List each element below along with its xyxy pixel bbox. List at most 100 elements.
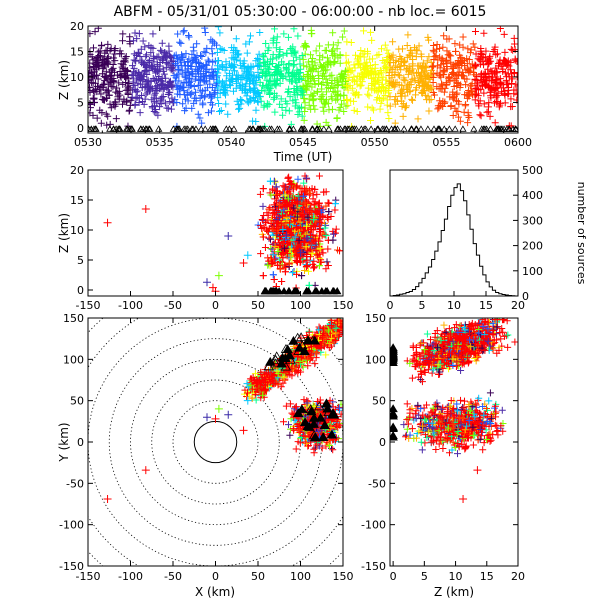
time-height-point: [491, 119, 499, 127]
time-height-point: [454, 64, 462, 72]
time-height-xtick-label: 0550: [361, 136, 389, 149]
time-height-point: [368, 36, 376, 44]
time-height-point: [289, 72, 297, 80]
time-height-ground-marker: [208, 125, 217, 132]
time-height-point: [496, 80, 504, 88]
time-height-point: [203, 84, 211, 92]
time-height-point: [218, 46, 226, 54]
time-height-point: [221, 66, 229, 74]
x-z-point: [301, 235, 309, 243]
time-height-point: [336, 59, 344, 67]
time-height-point: [440, 66, 448, 74]
time-height-point: [409, 62, 417, 70]
time-height-point: [459, 43, 467, 51]
time-height-point: [480, 29, 488, 37]
x-z-point: [321, 224, 329, 232]
x-y-point: [270, 379, 278, 387]
time-height-point: [311, 81, 319, 89]
time-height-point: [404, 88, 412, 96]
time-height-point: [301, 77, 309, 85]
x-y-point: [268, 375, 276, 383]
x-z-point: [281, 191, 289, 199]
time-height-point: [109, 77, 117, 85]
time-height-point: [126, 33, 134, 41]
time-height-point: [384, 109, 392, 117]
time-height-point: [491, 86, 499, 94]
time-height-point: [192, 88, 200, 96]
x-z-point: [269, 185, 277, 193]
time-height-point: [429, 62, 437, 70]
time-height-point: [94, 82, 102, 90]
time-height-point: [374, 88, 382, 96]
x-z-ground-marker: [312, 287, 321, 295]
time-height-point: [162, 53, 170, 61]
time-height-point: [149, 30, 157, 38]
time-height-ground-marker: [259, 125, 267, 132]
time-height-point: [396, 52, 404, 60]
time-height-point: [167, 105, 175, 113]
time-height-point: [90, 95, 98, 103]
time-height-point: [343, 95, 351, 103]
x-y-point: [252, 396, 260, 404]
time-height-point: [131, 57, 139, 65]
time-height-point: [483, 108, 491, 116]
time-height-ground-marker: [367, 125, 375, 132]
time-height-point: [431, 53, 439, 61]
time-height-point: [321, 100, 329, 108]
x-y-point: [346, 319, 353, 326]
time-height-point: [119, 100, 127, 108]
time-height-ground-marker: [470, 125, 478, 132]
x-z-point: [329, 236, 337, 244]
time-height-point: [395, 57, 403, 65]
time-height-point: [307, 75, 315, 83]
x-y-point: [245, 392, 253, 400]
time-height-point: [91, 72, 99, 80]
x-z-point: [276, 265, 284, 273]
time-height-point: [287, 44, 295, 52]
time-height-point: [371, 78, 379, 86]
time-height-point: [370, 106, 378, 114]
time-height-point: [300, 62, 308, 70]
time-height-point: [299, 55, 307, 63]
time-height-point: [480, 100, 488, 108]
time-height-point: [207, 99, 215, 107]
time-height-ground-marker: [169, 125, 178, 132]
time-height-point: [158, 93, 166, 101]
time-height-point: [115, 79, 123, 87]
time-height-point: [292, 77, 300, 85]
range-ring: [108, 338, 323, 546]
time-height-point: [425, 53, 433, 61]
time-height-point: [324, 100, 332, 108]
time-height-point: [236, 104, 244, 112]
time-height-point: [440, 32, 448, 40]
time-height-point: [462, 101, 470, 109]
time-height-point: [436, 97, 444, 105]
time-height-point: [419, 63, 427, 71]
time-height-point: [259, 68, 267, 76]
time-height-point: [180, 27, 188, 35]
time-height-point: [402, 104, 410, 112]
time-height-point: [495, 103, 503, 111]
time-height-point: [298, 112, 306, 120]
time-height-point: [391, 70, 399, 78]
time-height-point: [388, 53, 396, 61]
x-y-data: [88, 318, 353, 566]
time-height-point: [427, 69, 435, 77]
time-height-point: [443, 65, 451, 73]
x-z-point: [299, 192, 307, 200]
time-height-point: [175, 77, 183, 85]
time-height-point: [342, 102, 350, 110]
time-height-point: [163, 58, 171, 66]
x-z-point: [263, 209, 271, 217]
time-height-point: [134, 48, 142, 56]
time-height-point: [207, 107, 215, 115]
time-height-point: [454, 108, 462, 116]
time-height-point: [88, 70, 93, 78]
time-height-point: [411, 74, 419, 82]
x-z-point: [271, 255, 279, 263]
time-height-point: [174, 30, 182, 38]
time-height-point: [434, 102, 442, 110]
x-z-point: [302, 206, 310, 214]
x-z-xtick-label: -50: [164, 299, 182, 312]
time-height-point: [137, 92, 145, 100]
